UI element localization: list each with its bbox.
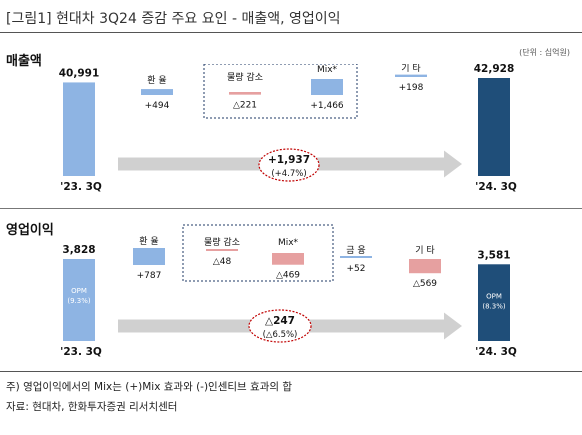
- factor-bar-2: [206, 249, 238, 251]
- factor-bar-4: [395, 74, 427, 77]
- factor-category-mix-3: Mix*: [278, 238, 299, 248]
- factor-category-item-2: 물량 감소: [227, 71, 263, 83]
- factor-value-2: △221: [233, 101, 257, 111]
- factor-value-3: +1,466: [310, 101, 344, 111]
- end-bar-inner-label: (8.3%): [482, 302, 506, 310]
- unit-label: (단위 : 십억원): [519, 48, 570, 57]
- factor-bar-5: [409, 259, 441, 274]
- start-bar: [63, 259, 95, 341]
- start-value-label: 40,991: [59, 67, 100, 79]
- end-value-label: 42,928: [474, 64, 515, 75]
- factor-group-box: [182, 224, 334, 282]
- factor-value-2: △48: [213, 257, 232, 267]
- revenue-chart: 40,991 '23. 3Q 42,928 '24. 3Q 환 율 +494 물량 감소 △2…: [59, 64, 517, 193]
- total-change-pct: (△6.5%): [263, 330, 298, 340]
- start-value-label: 3,828: [62, 244, 95, 256]
- revenue-section-title: 매출액: [6, 54, 42, 69]
- factor-bar-1: [141, 89, 173, 95]
- bottom-rule: [0, 371, 582, 372]
- factor-category-item-1: 환 율: [139, 235, 158, 247]
- op-profit-chart: 3,828 '23. 3Q 3,581 '24. 3Q OPM (9.3%) OPM (8.3…: [60, 224, 517, 358]
- factor-bar-2: [229, 92, 261, 95]
- factor-category-item-4: 기 타: [401, 64, 421, 74]
- source-note: 자료: 현대차, 한화투자증권 리서치센터: [6, 401, 178, 413]
- end-bar: [478, 264, 510, 341]
- total-change-pct: (+4.7%): [271, 169, 306, 179]
- factor-category-mix-3: Mix*: [317, 65, 338, 75]
- start-category-label: '23. 3Q: [60, 181, 102, 193]
- factor-category-item-5: 기 타: [415, 245, 435, 256]
- factor-bar-3: [272, 253, 304, 265]
- middle-rule: [0, 208, 582, 209]
- total-change-ellipse: [248, 309, 312, 343]
- factor-category-item-1: 환 율: [147, 74, 166, 86]
- factor-value-4: +198: [399, 83, 424, 93]
- factor-value-3: △469: [276, 271, 300, 281]
- end-value-label: 3,581: [477, 249, 510, 261]
- factor-value-1: +787: [137, 271, 162, 281]
- total-change-ellipse: [258, 148, 320, 182]
- factor-bar-1: [133, 248, 165, 265]
- factor-category-item-2: 물량 감소: [204, 236, 240, 248]
- footnote: 주) 영업이익에서의 Mix는 (+)Mix 효과와 (-)인센티브 효과의 합: [6, 381, 293, 393]
- top-rule: [0, 32, 582, 33]
- figure-title: [그림1] 현대차 3Q24 증감 주요 요인 - 매출액, 영업이익: [6, 11, 341, 27]
- factor-value-1: +494: [145, 101, 170, 111]
- factor-category-item-4: 금 융: [346, 245, 365, 256]
- total-change-value: △247: [265, 315, 295, 327]
- end-category-label: '24. 3Q: [475, 346, 517, 358]
- start-bar-inner-label: OPM: [71, 287, 87, 295]
- start-bar: [63, 82, 95, 176]
- end-bar-inner-label: OPM: [486, 292, 502, 300]
- op-profit-section-title: 영업이익: [6, 223, 54, 238]
- start-bar-inner-label: (9.3%): [67, 297, 91, 305]
- total-change-value: +1,937: [268, 154, 310, 166]
- factor-bar-4: [340, 256, 372, 258]
- end-category-label: '24. 3Q: [475, 181, 517, 193]
- end-bar: [478, 78, 510, 176]
- factor-value-4: +52: [347, 264, 366, 274]
- factor-value-5: △569: [413, 279, 437, 289]
- start-category-label: '23. 3Q: [60, 346, 102, 358]
- factor-group-box: [203, 64, 358, 119]
- factor-bar-3: [311, 79, 343, 95]
